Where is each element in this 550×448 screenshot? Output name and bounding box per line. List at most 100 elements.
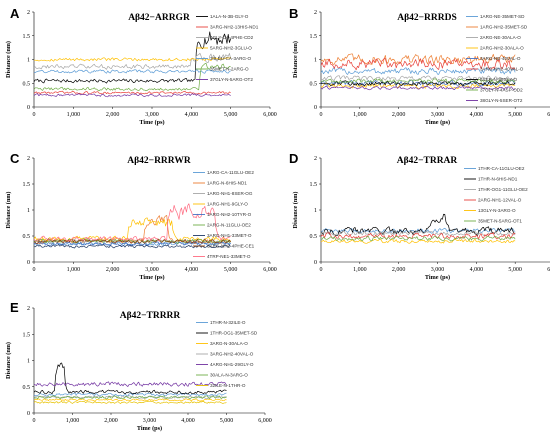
legend-entry: 1ARG-NH1-8SER-OG xyxy=(207,191,253,196)
legend-entry: 34LEU-CA-3ARG-O xyxy=(210,56,252,61)
x-tick-label: 1,000 xyxy=(67,112,81,118)
y-tick-label: 2 xyxy=(27,10,30,16)
legend-entry: 1THR-N-6HIS-ND1 xyxy=(478,177,518,182)
x-tick-label: 1,000 xyxy=(67,267,81,273)
series-line xyxy=(33,400,227,404)
x-tick-label: 0 xyxy=(320,267,323,273)
y-tick-label: 0.5 xyxy=(23,234,31,240)
series-line xyxy=(320,58,516,71)
x-axis-label: Time (ps) xyxy=(137,425,162,432)
series-line xyxy=(33,203,231,242)
legend-entry: 2ARG-N-11GLU-OE2 xyxy=(207,223,251,228)
y-tick-label: 0 xyxy=(314,105,317,111)
x-axis-label: Time (ps) xyxy=(425,119,450,126)
legend-entry: 4TRP-NE1-33MET-O xyxy=(207,254,251,259)
legend-entry: 2ARG-NE-30ALA-O xyxy=(480,35,521,40)
series-line xyxy=(33,238,231,244)
panel-label: D xyxy=(289,151,298,166)
chart-title: Aβ42−TRRAR xyxy=(397,156,458,166)
y-tick-label: 0.5 xyxy=(23,385,31,391)
y-tick-label: 1.5 xyxy=(310,182,318,188)
y-tick-label: 0 xyxy=(27,105,30,111)
panel-d: D Aβ42−TRRAR 0 1,000 2,000 3,000 4,000 5,000 6,0… xyxy=(289,151,550,281)
legend-entry: 13GLY-N-3ARG-O xyxy=(478,208,516,213)
legend-entry: 3ARG-NE-40VAL-O xyxy=(480,56,521,61)
series-line xyxy=(33,392,227,397)
panel-label: E xyxy=(10,300,19,315)
panel-label: B xyxy=(289,6,298,21)
legend-entry: 4ARG-NH1-29GLY-O xyxy=(210,362,254,367)
y-tick-label: 0 xyxy=(314,260,317,266)
chart-title: Aβ42−RRRDS xyxy=(397,13,457,23)
legend-entry: 1ALA-N-3B-GLY-O xyxy=(210,14,249,19)
series-line xyxy=(320,213,516,236)
y-tick-label: 0 xyxy=(27,411,30,417)
y-tick-label: 1.5 xyxy=(23,34,31,40)
x-tick-label: 0 xyxy=(33,112,36,118)
legend-entry: 37GLY-N-4ASP-OD2 xyxy=(480,88,523,93)
x-tick-label: 1,000 xyxy=(66,418,80,424)
legend-entry: 3ARG-NH2-40VAL-O xyxy=(210,352,254,357)
legend-entry: 38GLY-N-5SER-OT2 xyxy=(480,98,523,103)
y-tick-label: 2 xyxy=(314,156,317,162)
x-tick-label: 2,000 xyxy=(106,267,120,273)
x-tick-label: 4,000 xyxy=(185,112,199,118)
panel-b: B Aβ42−RRRDS 0 1,000 2,000 3,000 4,000 5,000 6,0… xyxy=(289,6,550,126)
x-tick-label: 3,000 xyxy=(145,267,159,273)
x-tick-label: 4,000 xyxy=(181,418,195,424)
y-axis-label: Distance (nm) xyxy=(5,41,12,78)
legend-entry: 1THR-N-32ILE-O xyxy=(210,320,246,325)
x-tick-label: 6,000 xyxy=(547,267,550,273)
x-tick-label: 3,000 xyxy=(145,112,159,118)
y-tick-label: 2 xyxy=(27,156,30,162)
x-tick-label: 0 xyxy=(33,418,36,424)
y-tick-label: 1.5 xyxy=(23,182,31,188)
legend-entry: 35MET-N-5ARG-OT1 xyxy=(478,219,522,224)
x-tick-label: 2,000 xyxy=(392,267,406,273)
y-tick-label: 1 xyxy=(314,208,317,214)
legend-entry: 30ALA-N-3ARG-O xyxy=(210,373,248,378)
series-line xyxy=(33,241,231,246)
x-tick-label: 2,000 xyxy=(104,418,118,424)
series-line xyxy=(33,381,227,387)
legend-entry: 1THR-CA-11GLU-OE2 xyxy=(478,166,525,171)
y-axis-label: Distance (nm) xyxy=(292,41,299,78)
y-tick-label: 0.5 xyxy=(310,81,318,87)
y-tick-label: 2 xyxy=(314,10,317,16)
x-tick-label: 2,000 xyxy=(106,112,120,118)
legend-entry: 1ARG-N-6HIS-ND1 xyxy=(207,181,247,186)
series-line xyxy=(320,238,516,244)
panel-label: A xyxy=(10,6,20,21)
legend-entry: 3ARG-NH2-40VAL-O xyxy=(480,67,524,72)
legend-entry: 1ARG-CA-11GLU-OE2 xyxy=(207,170,254,175)
y-tick-label: 1.5 xyxy=(310,34,318,40)
panel-a: A Aβ42−ARRGR 0 1,000 2,000 3,000 4,000 5,000 6,0… xyxy=(5,6,277,126)
y-tick-label: 1.5 xyxy=(23,332,31,338)
x-axis-label: Time (ps) xyxy=(139,274,164,281)
x-tick-label: 6,000 xyxy=(258,418,272,424)
x-tick-label: 1,000 xyxy=(353,112,367,118)
legend-entry: 3ARG-NH1-33MET-O xyxy=(207,233,252,238)
x-tick-label: 5,000 xyxy=(220,418,234,424)
series-line xyxy=(320,67,516,75)
legend-entry: 3ARG-NH2-4PHE-CE1 xyxy=(207,244,255,249)
series-line xyxy=(33,52,232,70)
legend-entry: 4GLY-CA-4PHE-CD2 xyxy=(210,35,254,40)
series-line xyxy=(320,235,516,242)
legend-entry: 3ARG-NH2-13HIS-ND1 xyxy=(210,25,259,30)
x-tick-label: 4,000 xyxy=(185,267,199,273)
x-tick-label: 5,000 xyxy=(508,267,522,273)
series-line xyxy=(320,75,516,82)
x-tick-label: 0 xyxy=(320,112,323,118)
y-tick-label: 0.5 xyxy=(310,234,318,240)
series-line xyxy=(320,53,516,65)
x-tick-label: 6,000 xyxy=(263,267,277,273)
x-axis-label: Time (ps) xyxy=(425,274,450,281)
x-axis-label: Time (ps) xyxy=(139,119,164,126)
x-tick-label: 3,000 xyxy=(143,418,157,424)
legend-entry: 35MET-N-2ARG-O xyxy=(210,67,249,72)
y-tick-label: 0 xyxy=(27,260,30,266)
legend-entry: 1ARG-NE-35MET-SD xyxy=(480,14,525,19)
y-tick-label: 2 xyxy=(27,306,30,312)
